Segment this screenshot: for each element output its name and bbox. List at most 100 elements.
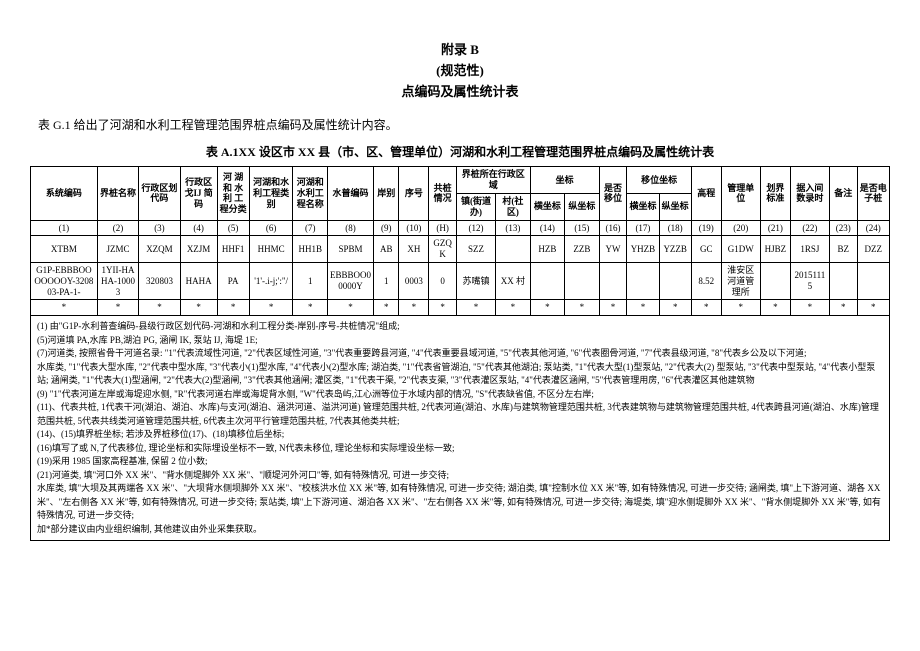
cell: 20151115 [790,262,829,299]
cell [829,262,857,299]
th-5: 河 湖 和 水 利 工 程分类 [217,167,249,220]
th-21: 是否电子桩 [857,167,889,220]
cell [627,262,659,299]
cell: G1P-EBBBOOOOOOOY-320803-PA-1- [31,262,98,299]
cell: * [530,300,565,316]
cell: (4) [180,220,217,236]
cell: 1 [293,262,328,299]
cell: (23) [829,220,857,236]
cell: (8) [328,220,374,236]
th-15a: 横坐标 [627,193,659,220]
th-20: 备注 [829,167,857,220]
cell: HZB [530,236,565,263]
cell: * [31,300,98,316]
cell: * [829,300,857,316]
cell: EBBBOO00000Y [328,262,374,299]
cell: G1DW [721,236,760,263]
cell: HH1B [293,236,328,263]
cell: GZQK [429,236,457,263]
cell [659,262,691,299]
cell: 1 [374,262,399,299]
th-6: 河湖和水利工程类别 [249,167,293,220]
cell: * [496,300,531,316]
cell: (1) [31,220,98,236]
cell: * [374,300,399,316]
cell: 1RSJ [790,236,829,263]
header-row-1: 系统编码 界桩名称 行政区划代码 行政区戈IJ 简码 河 湖 和 水 利 工 程… [31,167,890,194]
th-3: 行政区划代码 [139,167,180,220]
cell: XH [399,236,429,263]
cell: (2) [97,220,138,236]
cell: * [456,300,495,316]
cell: ZZB [565,236,600,263]
th-16: 高程 [691,167,721,220]
cell: * [97,300,138,316]
cell: 1YII-HAHA-10003 [97,262,138,299]
cell: 0 [429,262,457,299]
index-row: (1)(2)(3)(4)(5)(6)(7)(8)(9)(10)(H)(12)(1… [31,220,890,236]
notes-cell: (1) 由"G1P-水利普查编码-县级行政区划代码-河湖和水利工程分类-岸别-序… [31,316,890,541]
cell: * [399,300,429,316]
th-13p: 坐标 [530,167,599,194]
cell: BZ [829,236,857,263]
th-11: 共桩情况 [429,167,457,220]
cell: 0003 [399,262,429,299]
cell: (6) [249,220,293,236]
cell: (13) [496,220,531,236]
cell: (15) [565,220,600,236]
cell: YHZB [627,236,659,263]
cell: 苏嘴镇 [456,262,495,299]
cell: YW [599,236,627,263]
th-12b: 村(社区) [496,193,531,220]
cell: (5) [217,220,249,236]
cell: * [293,300,328,316]
title-line1: 附录 B [30,40,890,61]
cell: DZZ [857,236,889,263]
cell: GC [691,236,721,263]
cell [599,262,627,299]
cell: * [627,300,659,316]
th-8: 水普编码 [328,167,374,220]
cell: * [599,300,627,316]
th-10: 序号 [399,167,429,220]
cell: (14) [530,220,565,236]
cell: * [565,300,600,316]
cell: 淮安区河道管理所 [721,262,760,299]
cell: XX 村 [496,262,531,299]
cell: * [857,300,889,316]
cell: YZZB [659,236,691,263]
code-row: XTBMJZMCXZQMXZJMHHF1HHMCHH1BSPBMABXHGZQK… [31,236,890,263]
th-13a: 横坐标 [530,193,565,220]
cell: XZJM [180,236,217,263]
cell: (24) [857,220,889,236]
cell: (22) [790,220,829,236]
th-18: 划界标准 [760,167,790,220]
th-13b: 纵坐标 [565,193,600,220]
cell: HAHA [180,262,217,299]
cell: (7) [293,220,328,236]
table-title: 表 A.1XX 设区市 XX 县（市、区、管理单位）河湖和水利工程管理范围界桩点… [30,143,890,160]
cell: (16) [599,220,627,236]
star-row: ************************ [31,300,890,316]
cell: (17) [627,220,659,236]
th-14: 是否移位 [599,167,627,220]
cell: * [721,300,760,316]
title-line2: (规范性) [30,61,890,82]
cell: * [328,300,374,316]
cell: * [760,300,790,316]
cell: (9) [374,220,399,236]
th-15b: 纵坐标 [659,193,691,220]
intro-text: 表 G.1 给出了河湖和水利工程管理范围界桩点编码及属性统计内容。 [38,116,890,133]
cell: PA [217,262,249,299]
cell: * [139,300,180,316]
cell: XTBM [31,236,98,263]
th-1: 系统编码 [31,167,98,220]
cell: HHF1 [217,236,249,263]
cell [530,262,565,299]
data-row: G1P-EBBBOOOOOOOY-320803-PA-1-1YII-HAHA-1… [31,262,890,299]
cell: XZQM [139,236,180,263]
cell: * [790,300,829,316]
th-2: 界桩名称 [97,167,138,220]
cell: HJBZ [760,236,790,263]
title-block: 附录 B (规范性) 点编码及属性统计表 [30,40,890,102]
